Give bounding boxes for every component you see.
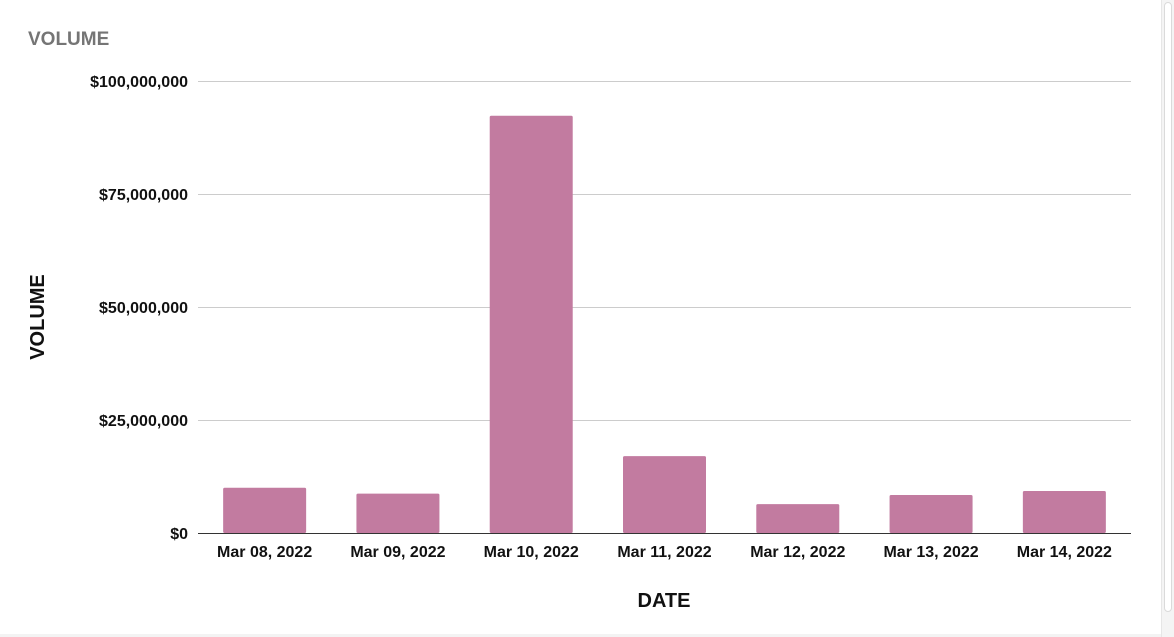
y-tick-labels: $0 $25,000,000 $50,000,000 $75,000,000 $100,… xyxy=(90,74,188,543)
bar[interactable] xyxy=(356,493,440,533)
bar[interactable] xyxy=(489,115,573,533)
y-tick-label: $75,000,000 xyxy=(99,187,188,204)
bar[interactable] xyxy=(756,504,840,533)
bars xyxy=(223,115,1106,533)
chart-title: VOLUME xyxy=(28,29,110,50)
y-axis-title: VOLUME xyxy=(27,274,49,360)
bar[interactable] xyxy=(623,456,706,533)
x-tick-label: Mar 13, 2022 xyxy=(883,544,978,561)
bar[interactable] xyxy=(889,495,973,533)
y-tick-label: $25,000,000 xyxy=(99,413,188,430)
y-tick-label: $0 xyxy=(170,526,188,543)
bar[interactable] xyxy=(1022,490,1106,533)
x-tick-label: Mar 14, 2022 xyxy=(1017,544,1112,561)
vertical-scrollbar[interactable] xyxy=(1161,0,1174,637)
bar[interactable] xyxy=(223,487,307,533)
x-tick-label: Mar 08, 2022 xyxy=(217,544,312,561)
scrollbar-thumb[interactable] xyxy=(1164,2,1172,612)
x-tick-label: Mar 12, 2022 xyxy=(750,544,845,561)
x-tick-labels: Mar 08, 2022 Mar 09, 2022 Mar 10, 2022 Mar … xyxy=(217,544,1112,561)
gridlines xyxy=(198,81,1131,421)
y-tick-label: $100,000,000 xyxy=(90,74,188,91)
x-tick-label: Mar 09, 2022 xyxy=(350,544,445,561)
x-axis-title: DATE xyxy=(638,590,691,612)
x-tick-label: Mar 11, 2022 xyxy=(617,544,711,561)
y-tick-label: $50,000,000 xyxy=(99,300,188,317)
x-tick-label: Mar 10, 2022 xyxy=(484,544,579,561)
bottom-edge xyxy=(0,634,1161,637)
